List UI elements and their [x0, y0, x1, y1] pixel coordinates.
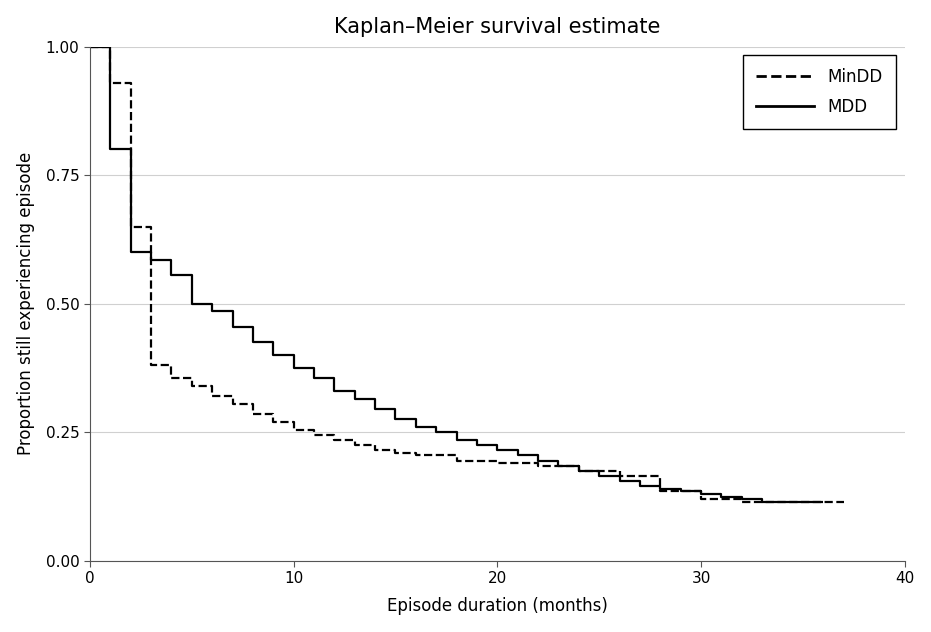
- MDD: [85, 43, 96, 51]
- MDD: [817, 498, 829, 506]
- MinDD: [838, 498, 849, 506]
- Title: Kaplan–Meier survival estimate: Kaplan–Meier survival estimate: [334, 16, 660, 37]
- Line: MinDD: MinDD: [90, 47, 843, 502]
- X-axis label: Episode duration (months): Episode duration (months): [387, 597, 608, 616]
- MDD: [573, 467, 585, 475]
- MinDD: [411, 452, 422, 459]
- MinDD: [390, 446, 401, 454]
- MinDD: [288, 426, 299, 434]
- MinDD: [85, 43, 96, 51]
- MDD: [268, 339, 279, 346]
- MDD: [757, 498, 768, 506]
- MinDD: [411, 449, 422, 456]
- MinDD: [186, 374, 197, 382]
- MinDD: [492, 459, 503, 467]
- Line: MDD: MDD: [90, 47, 823, 502]
- MDD: [329, 387, 340, 395]
- Y-axis label: Proportion still experiencing episode: Proportion still experiencing episode: [17, 152, 34, 455]
- MDD: [186, 300, 197, 308]
- Legend: MinDD, MDD: MinDD, MDD: [743, 55, 897, 129]
- MinDD: [736, 498, 748, 506]
- MDD: [492, 446, 503, 454]
- MDD: [553, 457, 564, 465]
